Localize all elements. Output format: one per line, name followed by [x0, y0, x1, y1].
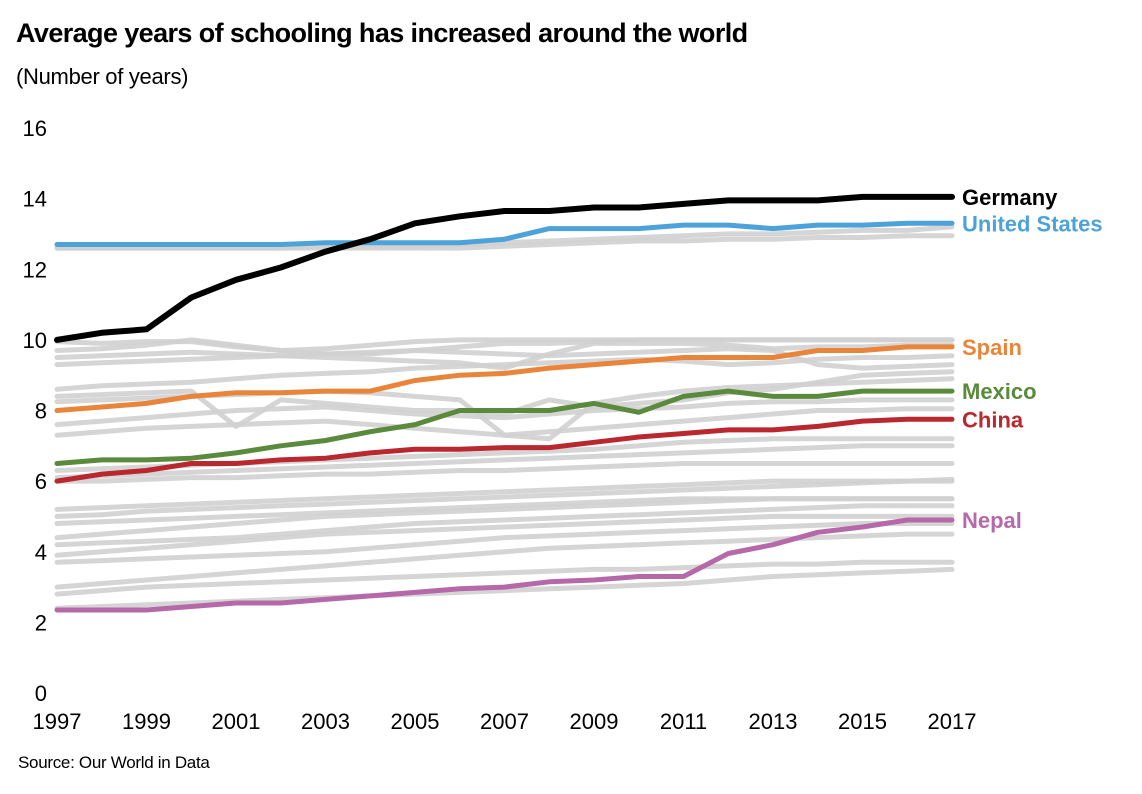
background-country-line — [54, 233, 955, 251]
series-label-china: China — [962, 407, 1024, 432]
chart-subtitle: (Number of years) — [16, 64, 189, 89]
background-country-line — [54, 478, 955, 512]
series-line-united-states — [54, 220, 955, 247]
background-country-line — [54, 521, 955, 565]
series-label-united-states: United States — [962, 211, 1103, 236]
x-tick-label: 2007 — [480, 709, 529, 734]
background-country-line — [54, 353, 955, 392]
background-country-line — [54, 496, 955, 541]
y-tick-label: 16 — [23, 116, 47, 141]
background-country-line — [54, 476, 955, 519]
x-tick-label: 2009 — [570, 709, 619, 734]
series-line-mexico — [54, 388, 955, 466]
background-country-line — [54, 397, 955, 428]
y-axis-ticks: 0 2 4 6 8 10 12 14 16 — [23, 116, 47, 706]
x-tick-label: 2011 — [660, 709, 707, 734]
chart-source: Source: Our World in Data — [18, 753, 210, 772]
x-tick-label: 2003 — [301, 709, 350, 734]
y-tick-label: 6 — [35, 469, 47, 494]
x-tick-label: 2015 — [838, 709, 887, 734]
series-label-mexico: Mexico — [962, 379, 1037, 404]
y-tick-label: 10 — [23, 328, 47, 353]
background-country-line — [54, 443, 955, 481]
y-tick-label: 12 — [23, 257, 47, 282]
x-tick-label: 2005 — [391, 709, 440, 734]
x-tick-label: 2017 — [928, 709, 977, 734]
series-label-spain: Spain — [962, 335, 1022, 360]
x-tick-label: 1997 — [33, 709, 82, 734]
background-country-line — [54, 531, 955, 590]
background-country-line — [54, 461, 955, 484]
series-line-germany — [54, 193, 955, 343]
highlighted-country-lines — [54, 193, 955, 613]
y-tick-label: 2 — [35, 610, 47, 635]
background-country-lines — [54, 224, 955, 611]
background-country-line — [54, 337, 955, 357]
chart-title: Average years of schooling has increased… — [16, 18, 748, 48]
background-country-line — [54, 559, 955, 597]
y-tick-label: 8 — [35, 399, 47, 424]
x-axis-ticks: 1997 1999 2001 2003 2005 2007 2009 2011 2013 2015… — [33, 709, 977, 734]
x-tick-label: 2001 — [212, 709, 261, 734]
x-tick-label: 2013 — [749, 709, 798, 734]
background-country-line — [54, 513, 955, 558]
series-label-nepal: Nepal — [962, 508, 1022, 533]
y-tick-label: 4 — [35, 540, 47, 565]
background-country-line — [54, 503, 955, 548]
background-country-line — [54, 566, 955, 611]
background-country-line — [54, 406, 955, 438]
series-line-spain — [54, 344, 955, 413]
series-line-nepal — [54, 517, 955, 613]
y-tick-label: 0 — [35, 681, 47, 706]
x-tick-label: 1999 — [122, 709, 171, 734]
series-label-germany: Germany — [962, 185, 1058, 210]
series-line-china — [54, 416, 955, 484]
y-tick-label: 14 — [23, 187, 47, 212]
background-country-line — [54, 340, 955, 371]
